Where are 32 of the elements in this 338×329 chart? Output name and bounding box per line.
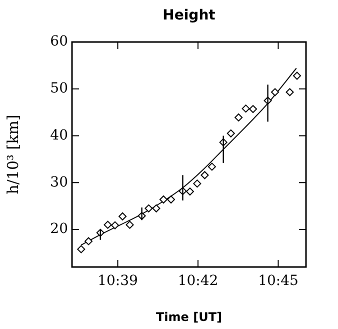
point (111, 221, 120, 230)
point (84, 237, 93, 246)
point (271, 88, 280, 96)
y-tick-label: 50 (50, 80, 68, 97)
point (126, 220, 134, 229)
x-tick-label: 10:42 (178, 273, 218, 290)
point (200, 171, 209, 180)
chart-title: Height (162, 8, 216, 24)
point (193, 180, 202, 188)
point (104, 220, 112, 229)
point (144, 204, 153, 212)
point (208, 162, 216, 171)
point (293, 72, 302, 80)
y-tick-label: 40 (50, 127, 68, 144)
y-tick-label: 20 (50, 221, 68, 238)
x-tick-label: 10:45 (258, 273, 298, 290)
x-axis-title: Time [UT] (156, 310, 222, 324)
y-axis-title: h/10³ [km] (4, 114, 22, 194)
y-tick-label: 30 (50, 174, 68, 190)
point (167, 196, 176, 204)
y-tick-label: 60 (50, 34, 68, 50)
point (77, 245, 86, 254)
point (249, 105, 258, 114)
point (242, 104, 250, 113)
x-tick-label: 10:39 (98, 273, 138, 290)
point (118, 212, 127, 220)
point (186, 188, 194, 196)
point (226, 129, 235, 138)
point (286, 88, 294, 96)
point (152, 204, 160, 212)
point (159, 196, 168, 204)
point (234, 113, 243, 122)
